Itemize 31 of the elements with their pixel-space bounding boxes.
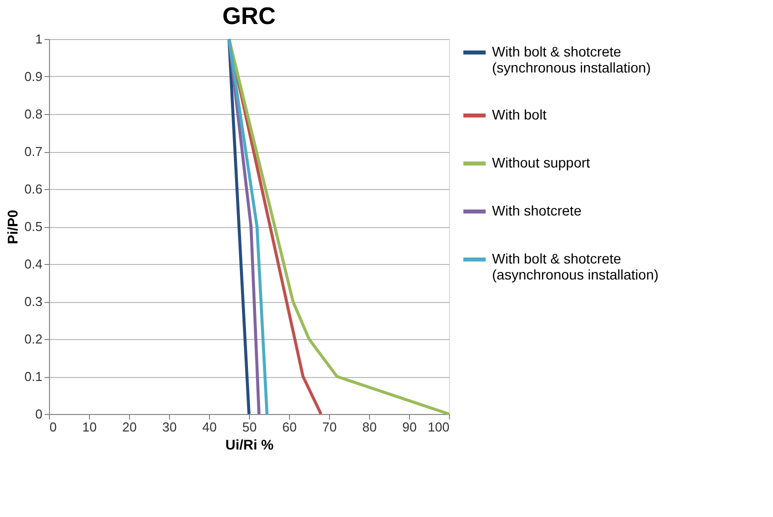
legend-label: With shotcrete xyxy=(492,202,582,218)
y-tick-label: 0.1 xyxy=(24,369,42,384)
legend-label: Without support xyxy=(492,154,590,170)
y-tick-label: 0.5 xyxy=(24,219,42,234)
x-tick-label: 10 xyxy=(82,420,97,434)
x-tick-label: 100 xyxy=(428,420,450,434)
y-tick-label: 0.3 xyxy=(24,294,42,309)
x-axis-title: Ui/Ri % xyxy=(225,436,274,452)
x-tick-label: 20 xyxy=(122,420,137,434)
y-tick-label: 0.9 xyxy=(24,69,42,84)
y-tick-label: 0.6 xyxy=(24,182,42,196)
y-tick-label: 0.7 xyxy=(24,144,42,159)
x-tick-label: 60 xyxy=(282,420,297,434)
legend-label: With bolt & shotcrete (asynchronous installation) xyxy=(492,250,659,282)
x-tick-label: 80 xyxy=(362,420,377,434)
y-tick-label: 0 xyxy=(35,406,42,422)
y-axis-title: Pi/P0 xyxy=(4,210,20,244)
line-series xyxy=(228,38,450,416)
y-tick-label: 1 xyxy=(35,32,42,46)
y-tick-label: 0.4 xyxy=(24,256,42,272)
x-tick-label: 30 xyxy=(162,420,177,434)
chart-title: GRC xyxy=(222,3,276,30)
legend-label: With bolt & shotcrete (synchronous installation) xyxy=(492,44,651,76)
x-tick-label: 70 xyxy=(322,420,337,434)
legend-label: With bolt xyxy=(492,106,547,122)
y-tick-label: 0.2 xyxy=(24,332,42,346)
x-tick-label: 0 xyxy=(50,420,57,434)
x-tick-label: 50 xyxy=(242,420,257,434)
y-tick-label: 0.8 xyxy=(24,106,42,122)
x-tick-label: 90 xyxy=(402,420,417,434)
x-tick-label: 40 xyxy=(202,420,217,434)
